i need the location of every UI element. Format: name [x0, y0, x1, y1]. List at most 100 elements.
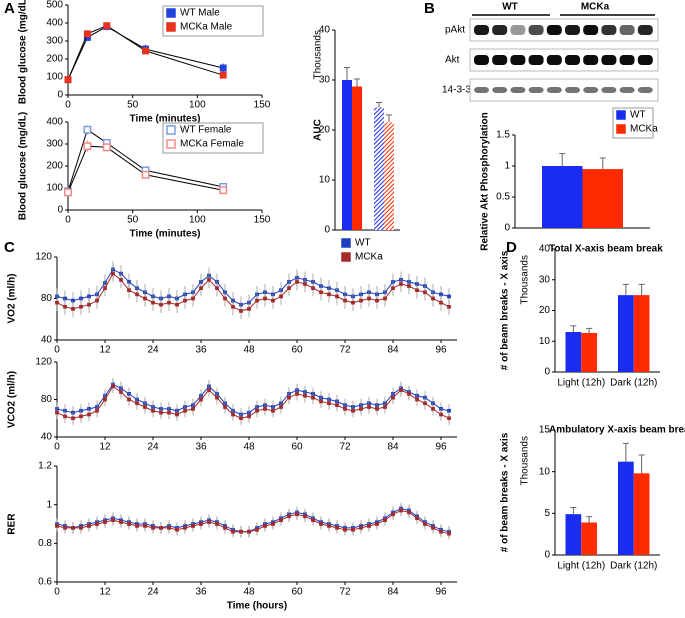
blot-band — [601, 25, 617, 35]
panel-label: C — [4, 239, 15, 256]
bar — [633, 473, 650, 555]
marker — [207, 277, 211, 282]
marker — [143, 296, 147, 301]
marker — [231, 529, 235, 534]
error-bar — [586, 327, 593, 333]
x-tick-label: 72 — [339, 345, 351, 356]
marker — [391, 395, 395, 400]
marker — [151, 526, 155, 530]
x-tick-label: 72 — [339, 587, 351, 598]
blot-row-label: pAkt — [445, 25, 465, 36]
x-tick-label: 48 — [243, 442, 255, 453]
marker — [71, 416, 75, 421]
x-tick-label: Light (12h) — [557, 561, 605, 572]
marker — [175, 302, 179, 307]
marker — [143, 524, 147, 528]
y-axis-label: Relative Akt Phosphorylation — [480, 112, 491, 251]
bar — [374, 107, 384, 230]
series-line — [56, 385, 450, 419]
marker — [119, 390, 123, 394]
marker — [303, 282, 307, 286]
bar — [618, 295, 634, 372]
marker — [223, 296, 227, 301]
x-tick-label: 96 — [435, 442, 447, 453]
bar — [581, 332, 597, 372]
x-tick-label: 0 — [54, 442, 60, 453]
error-bar — [376, 102, 382, 108]
x-tick-label: 24 — [147, 442, 159, 453]
marker — [287, 514, 291, 519]
series-line — [56, 507, 450, 533]
marker — [311, 518, 315, 522]
y-tick-label: 0 — [57, 205, 63, 216]
y-tick-label: 100 — [46, 183, 63, 194]
blot-band — [474, 25, 489, 35]
marker — [55, 524, 59, 528]
marker — [383, 296, 387, 301]
marker — [263, 296, 267, 301]
x-tick-label: 84 — [387, 587, 399, 598]
y-tick-label: 30 — [319, 75, 331, 86]
marker — [423, 401, 427, 406]
y-tick-label: 400 — [46, 18, 63, 29]
blot-band — [510, 87, 526, 93]
marker — [279, 518, 283, 522]
blot-band — [583, 55, 599, 65]
unit-label: Thousands — [520, 255, 531, 304]
y-axis-label: VO2 (ml/h) — [7, 273, 18, 323]
marker — [231, 412, 235, 417]
marker — [83, 125, 92, 134]
blot-band — [601, 87, 617, 93]
y-tick-label: 40 — [41, 335, 53, 346]
marker — [319, 399, 323, 404]
marker — [175, 527, 179, 532]
marker — [95, 408, 99, 413]
marker — [383, 405, 387, 409]
marker — [303, 393, 307, 398]
legend-label: WT Female — [180, 125, 232, 136]
x-tick-label: 60 — [291, 587, 303, 598]
marker — [415, 288, 419, 293]
x-tick-label: 12 — [99, 345, 111, 356]
marker — [199, 522, 203, 526]
bar — [384, 122, 394, 230]
legend-label: WT — [355, 238, 371, 249]
blot-band — [492, 55, 508, 65]
marker — [79, 414, 83, 419]
blot-band — [546, 87, 562, 93]
blot-row-label: 14-3-3 — [442, 85, 471, 96]
y-tick-label: 1 — [504, 161, 510, 172]
marker — [295, 512, 299, 517]
marker — [383, 518, 387, 522]
marker — [159, 526, 163, 530]
blot-band — [546, 25, 562, 35]
x-tick-label: 96 — [435, 587, 447, 598]
marker — [103, 397, 107, 402]
x-tick-label: 50 — [127, 100, 139, 111]
chart-title: Total X-axis beam break — [549, 244, 663, 255]
marker — [191, 524, 195, 528]
y-tick-label: 0.5 — [496, 192, 510, 203]
y-tick-label: 0.6 — [38, 577, 52, 588]
error-bar — [354, 78, 360, 87]
bar — [582, 169, 623, 228]
blot-frame — [469, 78, 659, 102]
blot-band — [565, 55, 580, 65]
marker — [343, 298, 347, 303]
legend-swatch — [616, 110, 626, 120]
y-tick-label: 200 — [46, 54, 63, 65]
marker — [391, 286, 395, 290]
marker — [102, 143, 111, 152]
marker — [415, 516, 419, 521]
marker — [255, 527, 259, 532]
marker — [111, 271, 115, 276]
marker — [239, 416, 243, 421]
marker — [191, 407, 195, 411]
legend-swatch — [341, 252, 351, 262]
marker — [271, 298, 275, 303]
marker — [439, 412, 443, 417]
marker — [55, 300, 59, 305]
marker — [343, 527, 347, 532]
y-tick-label: 20 — [319, 125, 331, 136]
